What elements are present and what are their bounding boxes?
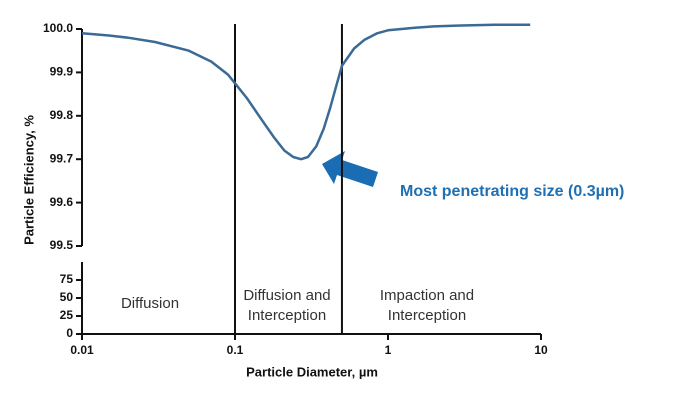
y-tick-label: 99.6 (50, 195, 74, 209)
x-tick-label: 10 (534, 343, 548, 357)
region-label: Interception (248, 307, 326, 324)
y-tick-label: 25 (60, 308, 74, 322)
y-tick-label: 0 (66, 326, 73, 340)
y-tick-label: 99.9 (50, 65, 74, 79)
annotation: Most penetrating size (0.3µm) (400, 183, 624, 200)
annotation-arrow (322, 151, 378, 187)
x-tick-label: 0.1 (227, 343, 244, 357)
y-tick-label: 99.5 (50, 238, 74, 252)
y-tick-label: 99.7 (50, 151, 74, 165)
y-tick-label: 99.8 (50, 108, 74, 122)
x-axis-title: Particle Diameter, µm (246, 364, 378, 379)
region-label: Diffusion (121, 295, 179, 312)
y-tick-label: 100.0 (43, 21, 73, 35)
x-tick-label: 1 (385, 343, 392, 357)
region-label: Interception (388, 307, 466, 324)
x-tick-label: 0.01 (70, 343, 94, 357)
region-label: Diffusion and (243, 287, 330, 304)
y-axis-title: Particle Efficiency, % (21, 115, 36, 245)
region-label: Impaction and (380, 287, 474, 304)
data-line (81, 23, 531, 161)
y-tick-label: 50 (60, 290, 74, 304)
y-tick-label: 75 (60, 272, 74, 286)
